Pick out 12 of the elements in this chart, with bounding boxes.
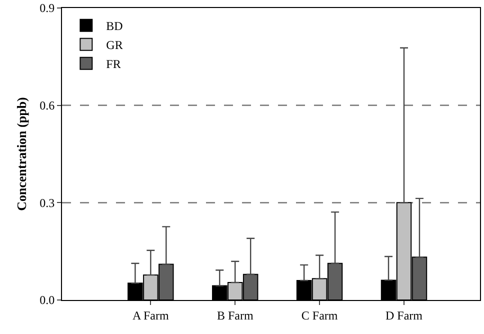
legend-label: BD [106, 19, 124, 34]
y-axis-title: Concentration (ppb) [14, 97, 29, 211]
y-tick-label: 0.6 [40, 98, 55, 113]
x-tick-label: B Farm [216, 308, 254, 322]
legend-label: FR [106, 57, 121, 72]
x-tick-label: D Farm [386, 308, 424, 322]
x-tick-label: C Farm [301, 308, 338, 322]
y-tick-label: 0.9 [40, 1, 55, 16]
y-tick-label: 0.3 [40, 196, 55, 210]
y-tick-label: 0.0 [40, 293, 55, 308]
x-tick-label: A Farm [132, 308, 170, 322]
legend-label: GR [106, 38, 123, 52]
